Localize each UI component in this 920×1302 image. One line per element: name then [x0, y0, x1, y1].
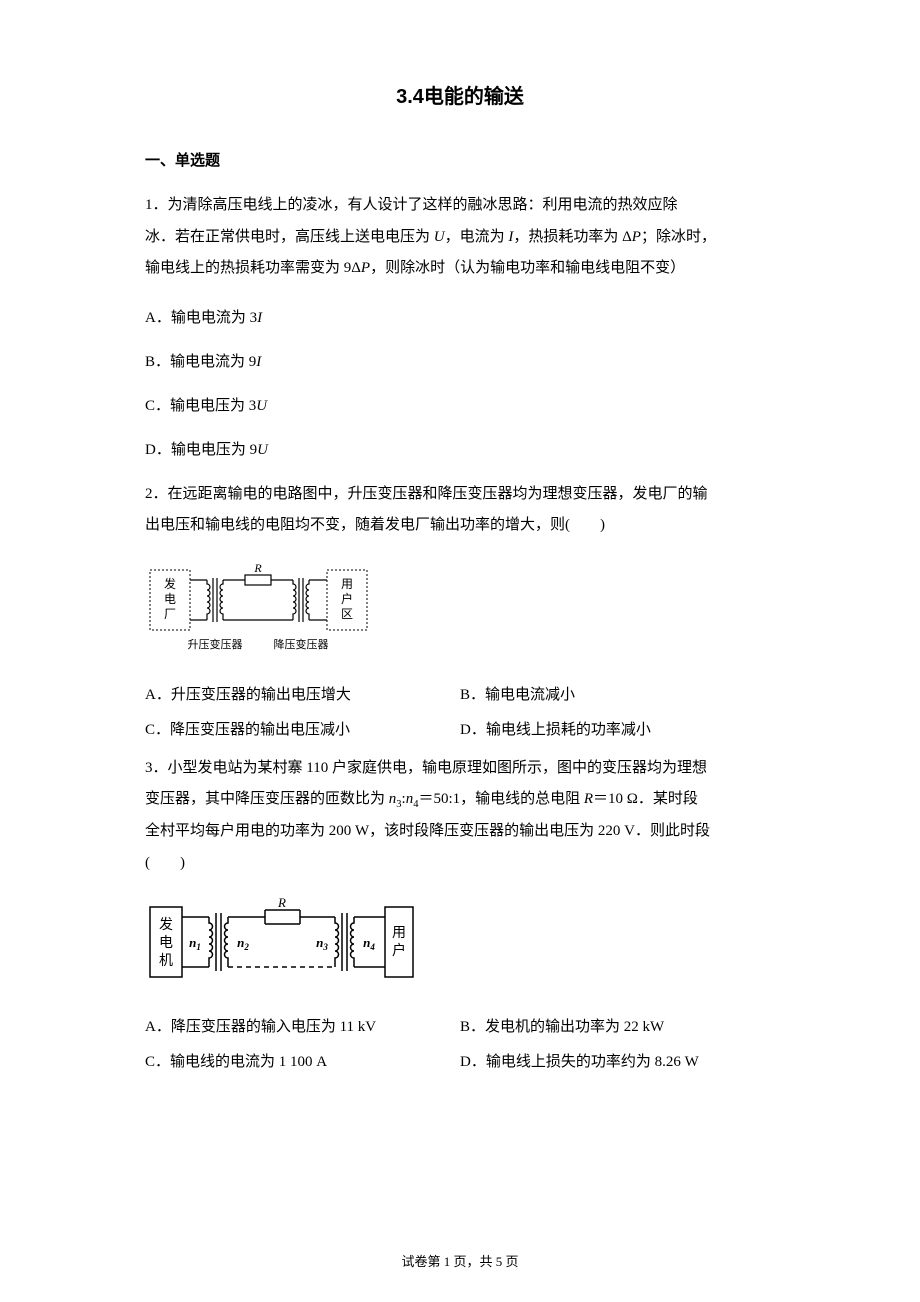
q1-line2c: ，电流为	[445, 229, 509, 245]
q3-line1: 3．小型发电站为某村寨 110 户家庭供电，输电原理如图所示，图中的变压器均为理…	[145, 760, 707, 776]
q1-P: P	[632, 229, 641, 245]
q1-option-b: B．输电电流为 9I	[145, 347, 775, 377]
fig3-left3: 机	[159, 953, 173, 969]
q3-option-b: B．发电机的输出功率为 22 kW	[460, 1015, 775, 1036]
q3-option-d: D．输电线上损失的功率约为 8.26 W	[460, 1050, 775, 1071]
q3-option-row-2: C．输电线的电流为 1 100 A D．输电线上损失的功率约为 8.26 W	[145, 1050, 775, 1071]
q1-optD-text: D．输电电压为 9	[145, 442, 257, 458]
fig2-R: R	[253, 561, 262, 575]
q3-line2g: ＝50:1，输电线的总电阻	[418, 791, 583, 807]
question-3-stem: 3．小型发电站为某村寨 110 户家庭供电，输电原理如图所示，图中的变压器均为理…	[145, 753, 775, 880]
q3-option-row-1: A．降压变压器的输入电压为 11 kV B．发电机的输出功率为 22 kW	[145, 1015, 775, 1036]
fig3-right1: 用	[392, 926, 406, 941]
q1-optB-text: B．输电电流为 9	[145, 354, 256, 370]
q1-line2e: ，热损耗功率为 Δ	[513, 229, 631, 245]
q1-line3a: 输电线上的热损耗功率需变为 9Δ	[145, 260, 361, 276]
q1-optC-U: U	[256, 398, 267, 414]
q3-line2a: 变压器，其中降压变压器的匝数比为	[145, 791, 389, 807]
q2-line1: 2．在远距离输电的电路图中，升压变压器和降压变压器均为理想变压器，发电厂的输	[145, 486, 708, 502]
q2-option-c: C．降压变压器的输出电压减小	[145, 718, 460, 739]
fig3-left2: 电	[159, 935, 173, 951]
q2-option-row-2: C．降压变压器的输出电压减小 D．输电线上损耗的功率减小	[145, 718, 775, 739]
question-2-stem: 2．在远距离输电的电路图中，升压变压器和降压变压器均为理想变压器，发电厂的输 出…	[145, 479, 775, 542]
fig3-left1: 发	[159, 917, 173, 933]
fig2-cap-left: 升压变压器	[188, 637, 243, 651]
fig3-right2: 户	[392, 942, 406, 959]
fig3-n1: n	[189, 935, 196, 950]
page-title: 3.4电能的输送	[145, 80, 775, 109]
q2-option-b: B．输电电流减小	[460, 683, 775, 704]
figure-q2: 发 电 厂 R	[145, 560, 775, 665]
fig2-right2: 户	[341, 591, 353, 606]
q3-option-c: C．输电线的电流为 1 100 A	[145, 1050, 460, 1071]
fig3-n4s: 4	[369, 942, 375, 952]
svg-text:n3: n3	[316, 935, 328, 952]
q2-option-d: D．输电线上损耗的功率减小	[460, 718, 775, 739]
fig3-R: R	[277, 897, 286, 910]
q2-option-row-1: A．升压变压器的输出电压增大 B．输电电流减小	[145, 683, 775, 704]
q2-line2: 出电压和输电线的电阻均不变，随着发电厂输出功率的增大，则( )	[145, 517, 605, 533]
svg-text:n4: n4	[363, 935, 375, 952]
fig3-n1s: 1	[196, 942, 201, 952]
q1-optC-text: C．输电电压为 3	[145, 398, 256, 414]
q1-line2a: 冰．若在正常供电时，高压线上送电电压为	[145, 229, 434, 245]
fig2-left1: 发	[164, 576, 176, 591]
circuit-diagram-q3: 发 电 机 n1 n2 R n3	[145, 897, 425, 992]
section-heading: 一、单选题	[145, 149, 775, 170]
question-1-stem: 1．为清除高压电线上的凌冰，有人设计了这样的融冰思路：利用电流的热效应除 冰．若…	[145, 190, 775, 285]
page-footer: 试卷第 1 页，共 5 页	[0, 1251, 920, 1270]
q3-line3: 全村平均每户用电的功率为 200 W，该时段降压变压器的输出电压为 220 V．…	[145, 823, 710, 839]
q3-line2i: ＝10 Ω．某时段	[593, 791, 698, 807]
fig3-n2s: 2	[243, 942, 249, 952]
fig3-n3: n	[316, 935, 323, 950]
q1-line1: 1．为清除高压电线上的凌冰，有人设计了这样的融冰思路：利用电流的热效应除	[145, 197, 678, 213]
q1-line3c: ，则除冰时（认为输电功率和输电线电阻不变）	[370, 260, 685, 276]
fig2-left2: 电	[164, 592, 176, 606]
q1-U: U	[434, 229, 445, 245]
q1-line2g: ；除冰时，	[641, 229, 716, 245]
q2-option-a: A．升压变压器的输出电压增大	[145, 683, 460, 704]
q1-option-d: D．输电电压为 9U	[145, 435, 775, 465]
figure-q3: 发 电 机 n1 n2 R n3	[145, 897, 775, 997]
q3-option-a: A．降压变压器的输入电压为 11 kV	[145, 1015, 460, 1036]
fig2-cap-right: 降压变压器	[274, 637, 329, 651]
q1-optD-U: U	[257, 442, 268, 458]
q1-option-a: A．输电电流为 3I	[145, 303, 775, 333]
q3-line4: ( )	[145, 855, 185, 871]
q1-optB-I: I	[256, 354, 261, 370]
fig2-left3: 厂	[164, 607, 176, 621]
q1-optA-text: A．输电电流为 3	[145, 310, 257, 326]
q1-P2: P	[361, 260, 370, 276]
q1-option-c: C．输电电压为 3U	[145, 391, 775, 421]
svg-text:n1: n1	[189, 935, 201, 952]
fig2-right3: 区	[341, 607, 353, 621]
svg-text:n2: n2	[237, 935, 249, 952]
fig3-n2: n	[237, 935, 244, 950]
fig3-n3s: 3	[322, 942, 328, 952]
q1-optA-I: I	[257, 310, 262, 326]
circuit-diagram-q2: 发 电 厂 R	[145, 560, 375, 660]
fig3-n4: n	[363, 935, 370, 950]
fig2-right1: 用	[341, 577, 353, 591]
q3-R: R	[584, 791, 593, 807]
page: 3.4电能的输送 一、单选题 1．为清除高压电线上的凌冰，有人设计了这样的融冰思…	[0, 0, 920, 1302]
